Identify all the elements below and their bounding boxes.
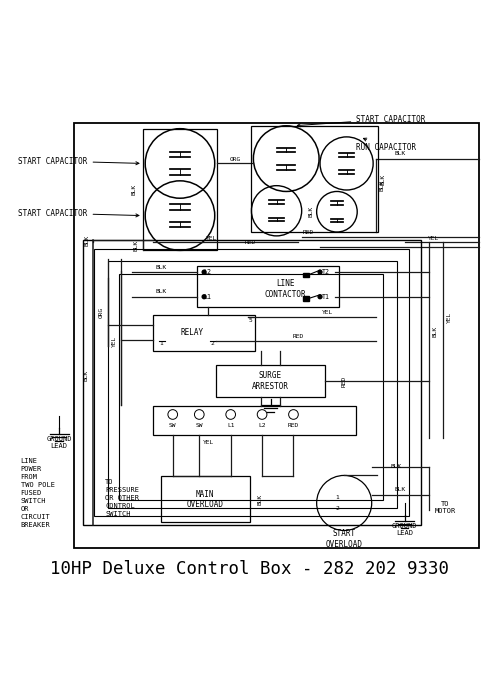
Text: LINE
CONTACTOR: LINE CONTACTOR — [264, 279, 306, 298]
Text: BLK: BLK — [84, 235, 89, 246]
Text: START CAPACITOR: START CAPACITOR — [298, 114, 426, 127]
Bar — [143, 129, 217, 251]
Bar — [94, 249, 409, 516]
Bar — [74, 123, 480, 548]
Text: ORG: ORG — [99, 307, 104, 318]
Text: RELAY: RELAY — [180, 328, 204, 337]
Text: TO
MOTOR: TO MOTOR — [435, 501, 456, 514]
Text: YEL: YEL — [204, 440, 214, 445]
Bar — [154, 315, 255, 351]
Text: YEL: YEL — [447, 311, 452, 322]
Text: L1: L1 — [204, 293, 212, 300]
Text: BLK: BLK — [155, 265, 166, 270]
Text: L2: L2 — [258, 423, 266, 428]
Text: YEL: YEL — [322, 310, 333, 315]
Text: RED: RED — [244, 240, 256, 245]
Text: 1: 1 — [335, 495, 339, 500]
Text: YEL: YEL — [428, 236, 439, 241]
Text: RED: RED — [288, 423, 299, 428]
Text: GROUND
LEAD: GROUND LEAD — [392, 523, 417, 536]
Text: YEL: YEL — [206, 236, 217, 241]
Text: 10HP Deluxe Control Box - 282 202 9330: 10HP Deluxe Control Box - 282 202 9330 — [50, 560, 450, 578]
Bar — [160, 476, 250, 522]
Circle shape — [202, 270, 206, 274]
Text: SW: SW — [196, 423, 203, 428]
Text: 5: 5 — [248, 318, 252, 323]
Text: BLK: BLK — [84, 370, 88, 381]
Bar — [118, 273, 384, 500]
Text: BLK: BLK — [394, 487, 406, 493]
Text: RUN CAPACITOR: RUN CAPACITOR — [356, 138, 416, 152]
Bar — [303, 296, 309, 301]
Text: BLK: BLK — [257, 493, 262, 505]
Text: BLK: BLK — [394, 152, 406, 156]
Text: LINE
POWER
FROM
TWO POLE
FUSED
SWITCH
OR
CIRCUIT
BREAKER: LINE POWER FROM TWO POLE FUSED SWITCH OR… — [20, 458, 54, 528]
Text: 1: 1 — [160, 341, 164, 346]
Text: BLK: BLK — [309, 206, 314, 217]
Bar — [197, 266, 340, 307]
Text: RED: RED — [292, 334, 304, 339]
Text: BLK: BLK — [133, 239, 138, 251]
Text: BLK: BLK — [380, 179, 385, 191]
Text: T1: T1 — [322, 293, 330, 300]
Text: ORG: ORG — [230, 157, 241, 162]
Text: SURGE
ARRESTOR: SURGE ARRESTOR — [252, 372, 289, 391]
Text: BLK: BLK — [132, 184, 136, 195]
Text: T2: T2 — [322, 269, 330, 275]
Circle shape — [318, 295, 322, 299]
Circle shape — [202, 295, 206, 299]
Text: GROUND
LEAD: GROUND LEAD — [46, 436, 72, 449]
Text: YEL: YEL — [112, 336, 117, 347]
Circle shape — [318, 270, 322, 274]
Bar — [154, 406, 356, 435]
Text: BLK: BLK — [390, 464, 402, 469]
Text: TO
PRESSURE
OR OTHER
CONTROL
SWITCH: TO PRESSURE OR OTHER CONTROL SWITCH — [105, 479, 139, 517]
Text: L2: L2 — [204, 269, 212, 275]
Text: 2: 2 — [211, 341, 214, 346]
Bar — [216, 365, 325, 397]
Text: L1: L1 — [227, 423, 234, 428]
Bar — [84, 239, 421, 525]
Bar — [303, 273, 309, 277]
Bar — [108, 260, 398, 508]
Text: MAIN
OVERLOAD: MAIN OVERLOAD — [187, 490, 224, 509]
Text: BLK: BLK — [380, 173, 386, 185]
Text: RED: RED — [302, 230, 314, 235]
Text: BLK: BLK — [432, 326, 438, 337]
Text: RED: RED — [342, 375, 346, 387]
Text: START
OVERLOAD: START OVERLOAD — [326, 529, 362, 549]
Text: START CAPACITOR: START CAPACITOR — [18, 209, 139, 218]
Text: 2: 2 — [335, 507, 339, 511]
Text: SW: SW — [169, 423, 176, 428]
Text: START CAPACITOR: START CAPACITOR — [18, 156, 139, 165]
Bar — [251, 126, 378, 232]
Text: BLK: BLK — [155, 289, 166, 294]
